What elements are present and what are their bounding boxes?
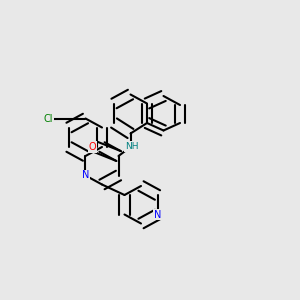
- Text: NH: NH: [125, 142, 139, 151]
- Text: O: O: [88, 142, 96, 152]
- Text: Cl: Cl: [43, 113, 53, 124]
- Text: N: N: [82, 170, 89, 181]
- Text: N: N: [154, 209, 161, 220]
